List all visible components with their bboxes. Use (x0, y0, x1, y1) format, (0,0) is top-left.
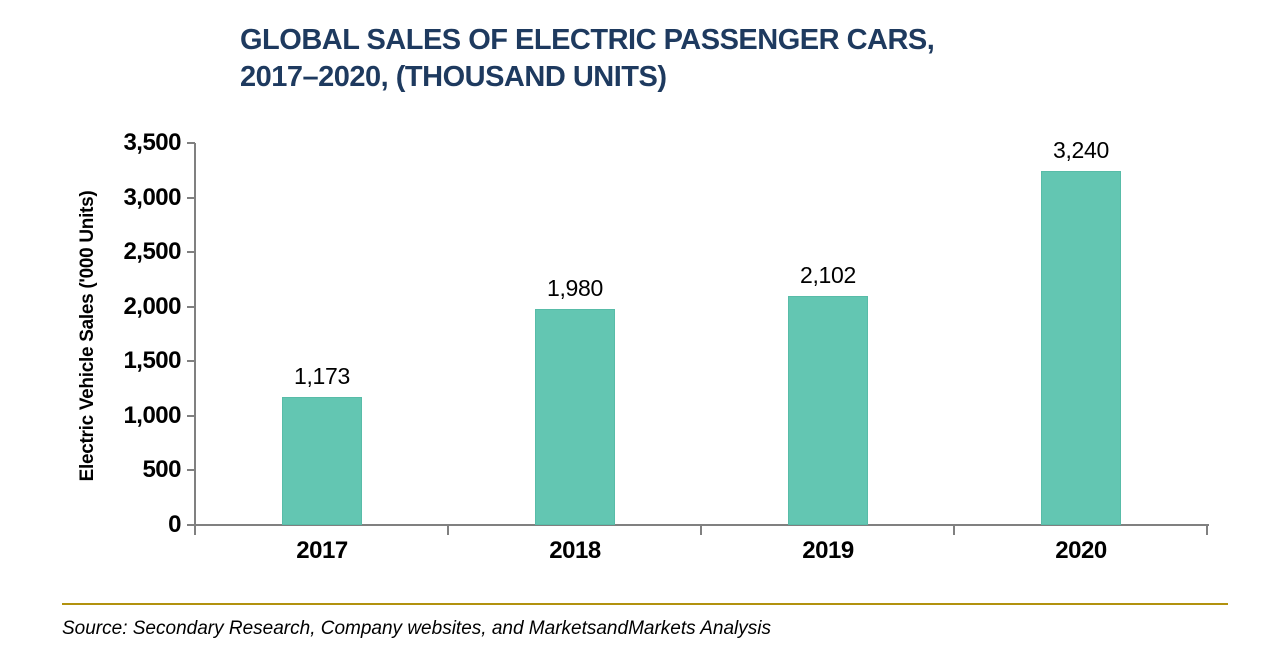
bar-value-label: 2,102 (799, 262, 857, 288)
y-tick-label: 3,500 (123, 129, 181, 156)
y-tick-label: 1,500 (123, 347, 181, 374)
y-tick-label: 1,000 (123, 402, 181, 429)
y-tick-mark (187, 469, 195, 471)
bar-2017 (282, 397, 362, 525)
bar-value-label: 1,173 (293, 363, 351, 389)
chart-title-line2: 2017–2020, (THOUSAND UNITS) (240, 61, 667, 93)
bar-value-label: 1,980 (546, 275, 604, 301)
chart-title-line1: GLOBAL SALES OF ELECTRIC PASSENGER CARS, (240, 24, 935, 56)
y-tick-label: 0 (168, 511, 181, 538)
y-axis-title: Electric Vehicle Sales ('000 Units) (77, 190, 98, 482)
x-axis-line (194, 524, 1209, 526)
x-tick-label: 2018 (549, 537, 601, 564)
y-tick-label: 500 (142, 456, 181, 483)
x-tick-label: 2019 (802, 537, 854, 564)
x-tick-mark (700, 526, 702, 535)
x-tick-mark (1206, 526, 1208, 535)
y-tick-label: 2,500 (123, 238, 181, 265)
y-tick-label: 3,000 (123, 184, 181, 211)
bar-2018 (535, 309, 615, 525)
y-tick-mark (187, 251, 195, 253)
x-tick-mark (953, 526, 955, 535)
source-note: Source: Secondary Research, Company webs… (62, 618, 771, 639)
x-tick-label: 2020 (1055, 537, 1107, 564)
chart-title: GLOBAL SALES OF ELECTRIC PASSENGER CARS,… (240, 22, 935, 96)
x-tick-mark (194, 526, 196, 535)
x-tick-label: 2017 (296, 537, 348, 564)
y-tick-mark (187, 415, 195, 417)
footer-divider-line (62, 603, 1228, 605)
x-tick-mark (447, 526, 449, 535)
bar-value-label: 3,240 (1052, 137, 1110, 163)
y-tick-label: 2,000 (123, 293, 181, 320)
y-tick-mark (187, 524, 195, 526)
bar-2020 (1041, 171, 1121, 525)
y-tick-mark (187, 142, 195, 144)
y-tick-mark (187, 306, 195, 308)
bar-2019 (788, 296, 868, 525)
y-axis-line (194, 143, 196, 526)
y-tick-mark (187, 197, 195, 199)
y-tick-mark (187, 360, 195, 362)
